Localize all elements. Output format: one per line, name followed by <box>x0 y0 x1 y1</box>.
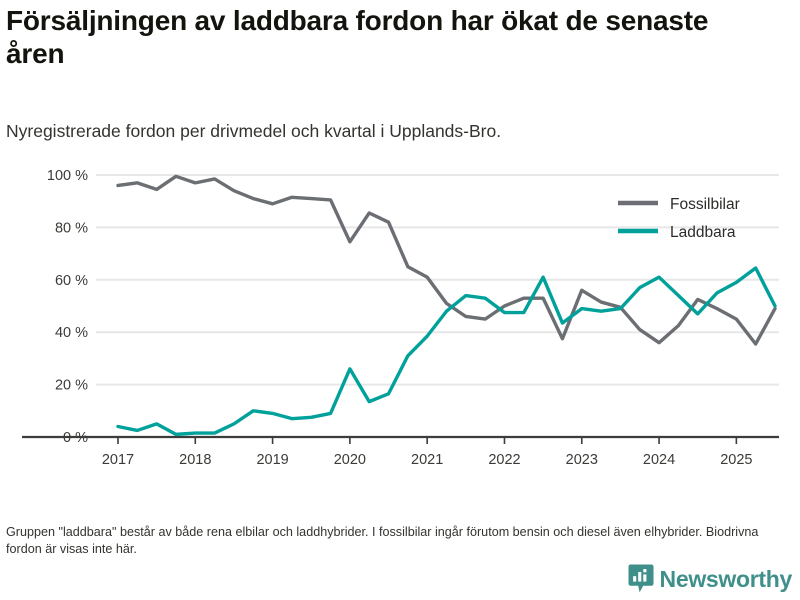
y-axis-tick-label: 20 % <box>55 378 88 394</box>
x-axis-tick-label: 2020 <box>334 452 366 468</box>
x-axis-tick-label: 2024 <box>643 452 675 468</box>
x-axis-tick-label: 2021 <box>411 452 443 468</box>
chart-subtitle: Nyregistrerade fordon per drivmedel och … <box>6 121 502 141</box>
y-axis-tick-labels: 0 %20 %40 %60 %80 %100 % <box>47 168 88 446</box>
x-axis-tick-label: 2022 <box>488 452 520 468</box>
chart-legend: Fossilbilar Laddbara <box>618 196 740 241</box>
series-line-fossilbilar <box>116 174 777 346</box>
newsworthy-logo: Newsworthy <box>628 564 792 594</box>
x-axis-tick-labels: 2017 2018 2019 2020 2021 2022 2023 2024 2025 <box>102 452 753 468</box>
line-chart: 0 %20 %40 %60 %80 %100 % 201720182019202… <box>22 168 779 468</box>
x-axis-tick-label: 2017 <box>102 452 134 468</box>
x-axis-tick-label: 2025 <box>720 452 752 468</box>
x-axis-tick-label: 2019 <box>256 452 288 468</box>
y-axis-tick-label: 40 % <box>55 325 88 341</box>
page-title: Försäljningen av laddbara fordon har öka… <box>6 5 709 69</box>
x-axis-ticks <box>117 437 738 444</box>
x-axis-tick-label: 2023 <box>566 452 598 468</box>
series-lines <box>116 174 777 437</box>
legend-label-laddbara[interactable]: Laddbara <box>670 224 736 241</box>
series-line-laddbara <box>116 266 777 437</box>
brand-name: Newsworthy <box>659 566 793 592</box>
y-axis-tick-label: 100 % <box>47 168 88 184</box>
y-axis-tick-label: 80 % <box>55 220 88 236</box>
gridlines <box>96 174 779 386</box>
legend-label-fossilbilar[interactable]: Fossilbilar <box>670 196 740 213</box>
y-axis-tick-label: 60 % <box>55 273 88 289</box>
chart-container: 0 %20 %40 %60 %80 %100 % 201720182019202… <box>0 160 800 490</box>
bar-chart-speech-bubble-icon <box>628 564 654 593</box>
chart-footnote: Gruppen "laddbara" består av både rena e… <box>6 525 759 556</box>
x-axis-tick-label: 2018 <box>179 452 211 468</box>
